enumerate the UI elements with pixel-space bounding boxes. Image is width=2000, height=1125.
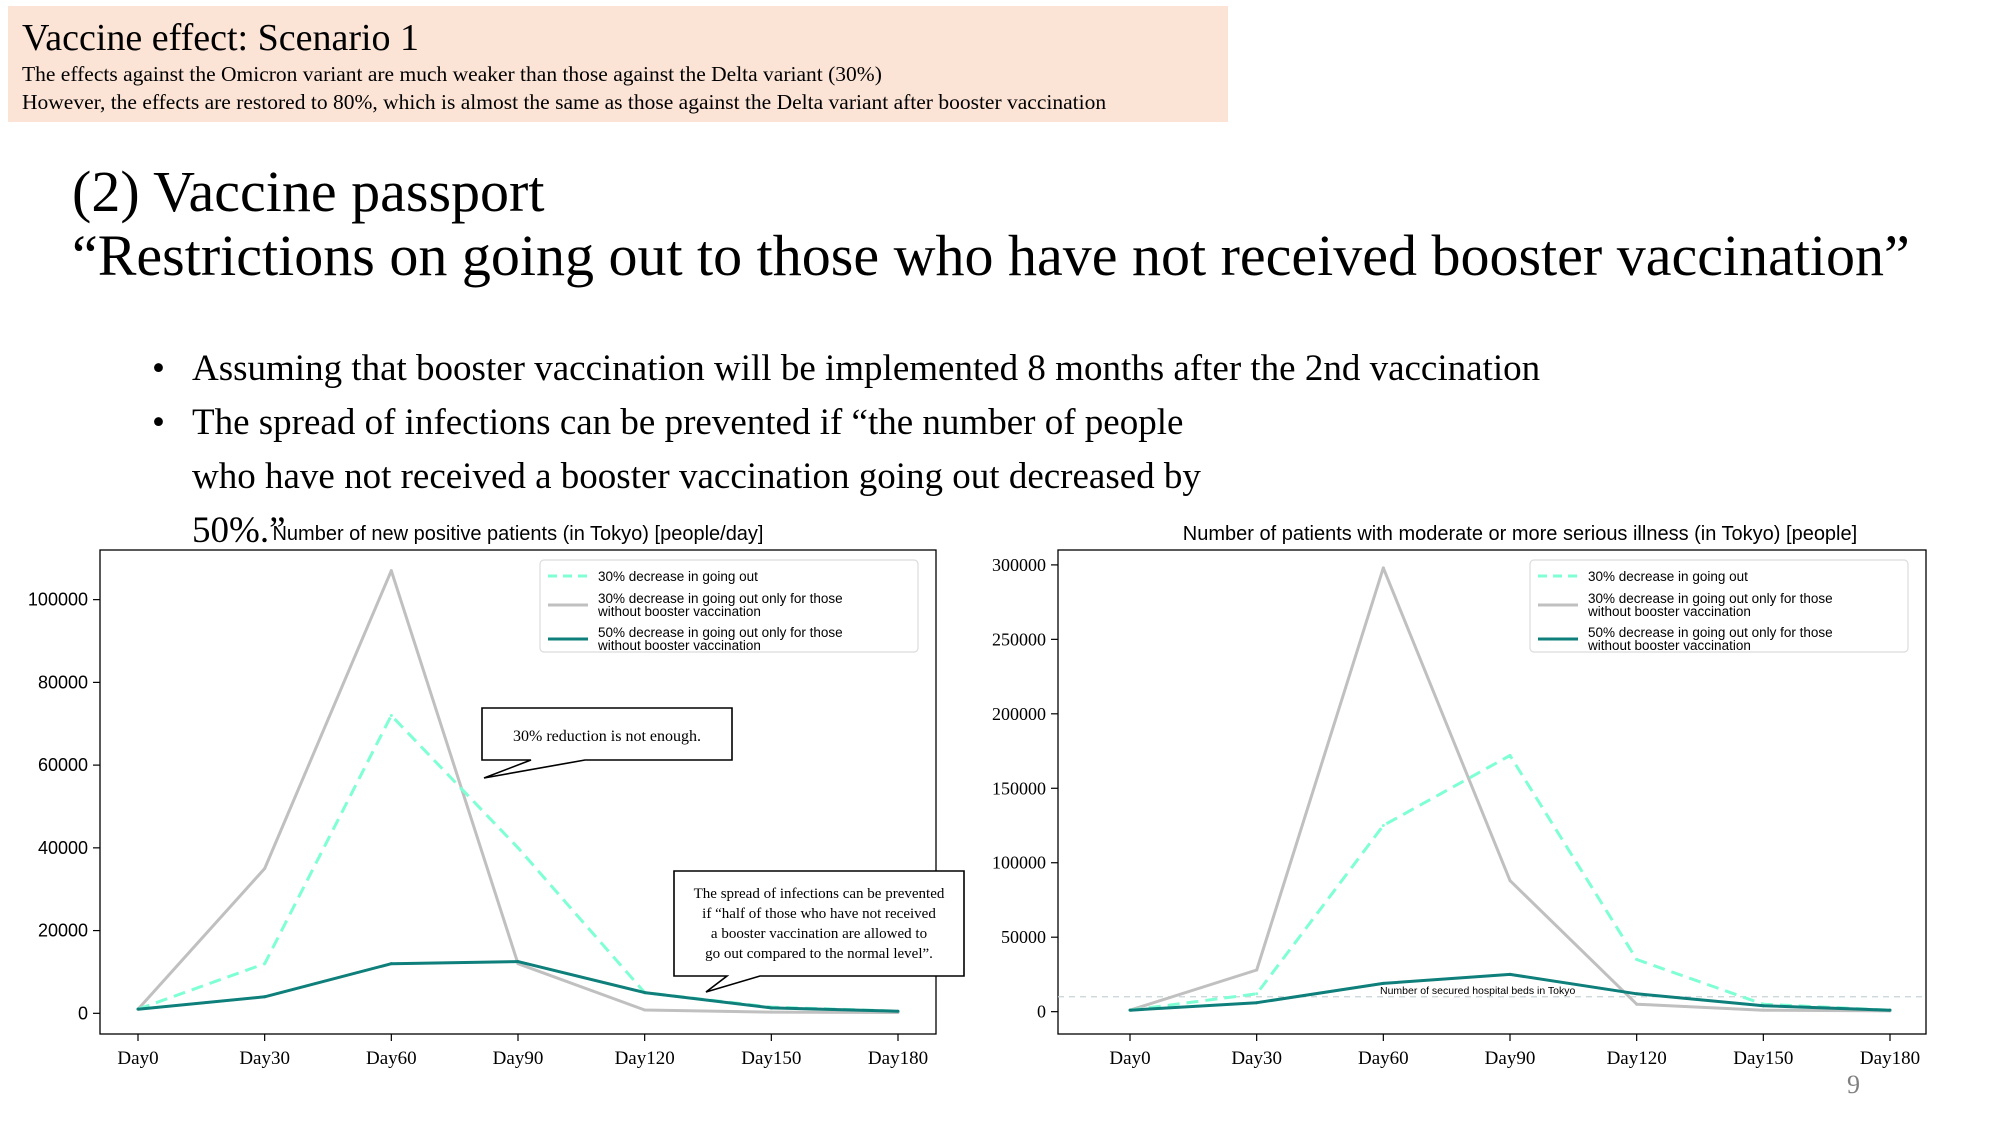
- data-point: [389, 569, 393, 573]
- data-point: [1255, 992, 1259, 996]
- y-tick-label: 20000: [38, 921, 88, 941]
- plot-area: [1057, 549, 1927, 1035]
- x-tick-label: Day30: [239, 1048, 290, 1069]
- legend-label: 30% decrease in going out: [598, 569, 758, 584]
- y-tick-label: 0: [78, 1003, 88, 1023]
- data-point: [1255, 968, 1259, 972]
- data-point: [769, 1010, 773, 1014]
- legend-label: 50% decrease in going out only for those…: [597, 625, 843, 653]
- x-tick-label: Day150: [741, 1048, 801, 1069]
- data-point: [1381, 566, 1385, 570]
- heading-line-2: “Restrictions on going out to those who …: [72, 223, 1910, 288]
- page-heading: (2) Vaccine passport “Restrictions on go…: [72, 160, 1910, 288]
- data-point: [643, 1008, 647, 1012]
- legend-label: 30% decrease in going out: [1588, 569, 1748, 584]
- legend-box: [539, 559, 919, 653]
- y-tick-label: 100000: [28, 590, 88, 610]
- x-tick-label: Day0: [1109, 1048, 1150, 1069]
- banner-title: Vaccine effect: Scenario 1: [22, 17, 420, 59]
- data-point: [516, 960, 520, 964]
- x-tick-label: Day0: [117, 1048, 158, 1069]
- y-tick-label: 250000: [992, 629, 1046, 649]
- y-tick-label: 60000: [38, 755, 88, 775]
- data-point: [136, 1007, 140, 1011]
- callout-box: [481, 707, 733, 779]
- reference-line-label: Number of secured hospital beds in Tokyo: [1380, 985, 1575, 997]
- callout-box: [673, 870, 965, 993]
- y-tick-label: 300000: [992, 555, 1046, 575]
- data-point: [896, 1009, 900, 1013]
- y-tick-label: 100000: [992, 853, 1046, 873]
- data-point: [263, 867, 267, 871]
- data-point: [1255, 1001, 1259, 1005]
- legend-label: 30% decrease in going out only for those…: [597, 591, 843, 619]
- page-number: 9: [1847, 1070, 1860, 1099]
- data-point: [1381, 981, 1385, 985]
- y-tick-label: 50000: [1001, 927, 1046, 947]
- x-tick-label: Day60: [366, 1048, 417, 1069]
- data-point: [643, 991, 647, 995]
- banner-line-2: However, the effects are restored to 80%…: [22, 90, 1107, 114]
- data-point: [1888, 1008, 1892, 1012]
- x-tick-label: Day120: [615, 1048, 675, 1069]
- bullet-list: Assuming that booster vaccination will b…: [150, 342, 1540, 558]
- bullet-item: The spread of infections can be prevente…: [150, 396, 1252, 558]
- data-point: [1381, 824, 1385, 828]
- data-point: [1508, 754, 1512, 758]
- data-point: [1508, 879, 1512, 883]
- data-point: [516, 846, 520, 850]
- data-point: [1761, 1008, 1765, 1012]
- bullet-item: Assuming that booster vaccination will b…: [150, 342, 1540, 396]
- data-point: [263, 962, 267, 966]
- chart-title: Number of new positive patients (in Toky…: [272, 523, 763, 545]
- y-tick-label: 200000: [992, 704, 1046, 724]
- y-tick-label: 40000: [38, 838, 88, 858]
- y-tick-label: 150000: [992, 778, 1046, 798]
- series-line-1: [1129, 754, 1891, 1012]
- legend-label: 50% decrease in going out only for those…: [1587, 625, 1833, 653]
- data-point: [263, 995, 267, 999]
- legend-label: 30% decrease in going out only for those…: [1587, 591, 1833, 619]
- data-point: [1635, 958, 1639, 962]
- x-tick-label: Day90: [493, 1048, 544, 1069]
- callout-text: 30% reduction is not enough.: [513, 728, 701, 745]
- x-tick-label: Day60: [1358, 1048, 1409, 1069]
- x-tick-label: Day150: [1733, 1048, 1793, 1069]
- heading-line-1: (2) Vaccine passport: [72, 159, 545, 224]
- data-point: [1761, 1004, 1765, 1008]
- data-point: [389, 962, 393, 966]
- y-tick-label: 80000: [38, 672, 88, 692]
- x-tick-label: Day30: [1231, 1048, 1282, 1069]
- x-tick-label: Day180: [868, 1048, 928, 1069]
- banner-line-1: The effects against the Omicron variant …: [22, 62, 882, 86]
- data-point: [1635, 1002, 1639, 1006]
- data-point: [1508, 972, 1512, 976]
- scenario-banner: Vaccine effect: Scenario 1 The effects a…: [8, 6, 1228, 122]
- x-tick-label: Day90: [1485, 1048, 1536, 1069]
- legend-box: [1529, 559, 1909, 653]
- chart-title: Number of patients with moderate or more…: [1183, 523, 1857, 545]
- data-point: [769, 1006, 773, 1010]
- data-point: [389, 713, 393, 717]
- x-tick-label: Day120: [1607, 1048, 1667, 1069]
- x-tick-label: Day180: [1860, 1048, 1920, 1069]
- y-tick-label: 0: [1037, 1002, 1046, 1022]
- data-point: [1635, 992, 1639, 996]
- callout-text: The spread of infections can be prevente…: [694, 886, 945, 962]
- data-point: [1128, 1008, 1132, 1012]
